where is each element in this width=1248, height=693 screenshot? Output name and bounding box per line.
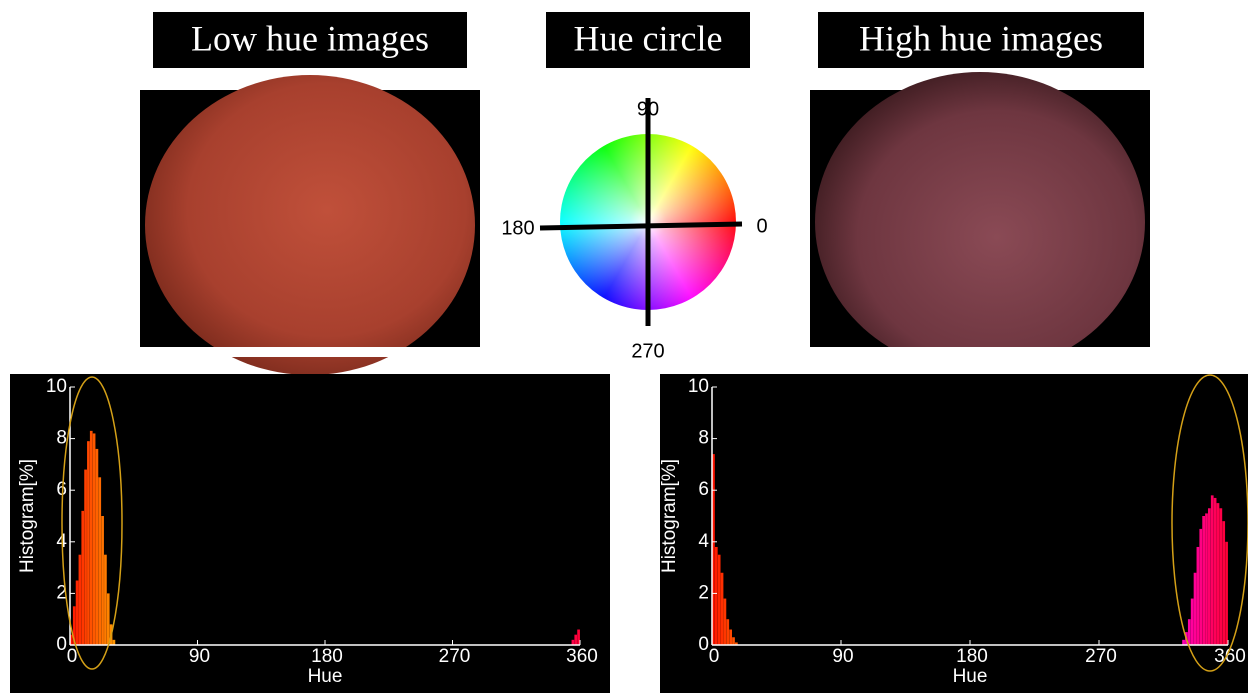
bar <box>718 555 721 645</box>
bar <box>96 449 99 645</box>
y-axis-label: Histogram[%] <box>659 459 680 573</box>
bar <box>1191 599 1194 645</box>
photo-content <box>815 72 1145 372</box>
y-tick-label: 0 <box>56 634 67 655</box>
x-tick-label: 180 <box>956 646 988 667</box>
angle-label: 90 <box>637 98 659 120</box>
x-tick-label: 270 <box>1085 646 1117 667</box>
bar <box>721 573 724 645</box>
title: Hue circle <box>574 18 723 58</box>
title: High hue images <box>859 18 1103 58</box>
page: Low hue images Hue circle High hue image… <box>0 0 1248 693</box>
bar <box>93 433 96 645</box>
angle-label: 180 <box>501 217 534 239</box>
bar <box>98 477 101 645</box>
bar <box>1199 529 1202 645</box>
bar <box>101 516 104 645</box>
figure: Low hue images Hue circle High hue image… <box>0 0 1248 693</box>
x-tick-label: 0 <box>709 646 720 667</box>
bar <box>87 441 90 645</box>
bar <box>1194 573 1197 645</box>
angle-label: 0 <box>756 215 767 237</box>
y-tick-label: 8 <box>698 428 709 449</box>
y-tick-label: 8 <box>56 428 67 449</box>
bar <box>76 581 79 646</box>
bar <box>572 640 575 645</box>
axis-line <box>540 224 742 228</box>
bar <box>1217 503 1220 645</box>
bar <box>113 640 116 645</box>
bar <box>107 593 110 645</box>
bar <box>724 599 727 645</box>
x-tick-label: 0 <box>67 646 78 667</box>
bar <box>1202 516 1205 645</box>
bar <box>715 547 718 645</box>
bar <box>1182 640 1185 645</box>
x-axis-label: Hue <box>953 666 988 687</box>
x-tick-label: 180 <box>311 646 343 667</box>
title: Low hue images <box>191 18 429 58</box>
bar <box>1211 495 1214 645</box>
y-tick-label: 4 <box>698 531 709 552</box>
photo-mask <box>810 347 1150 377</box>
x-tick-label: 360 <box>566 646 598 667</box>
y-tick-label: 10 <box>46 376 67 397</box>
y-axis-label: Histogram[%] <box>17 459 38 573</box>
bar <box>90 431 93 645</box>
bar <box>1197 547 1200 645</box>
photo-content <box>145 75 475 375</box>
x-tick-label: 90 <box>189 646 210 667</box>
bar <box>79 555 82 645</box>
y-tick-label: 2 <box>698 582 709 603</box>
y-tick-label: 10 <box>688 376 709 397</box>
bar <box>729 630 732 645</box>
photo-mask <box>140 347 480 357</box>
bar <box>104 555 107 645</box>
x-tick-label: 270 <box>439 646 471 667</box>
bar <box>1188 619 1191 645</box>
y-tick-label: 0 <box>698 634 709 655</box>
bar <box>81 511 84 645</box>
bar <box>84 470 87 645</box>
y-tick-label: 6 <box>698 479 709 500</box>
bar <box>574 635 577 645</box>
bar <box>1205 513 1208 645</box>
bar <box>1219 508 1222 645</box>
bar <box>1208 508 1211 645</box>
bar <box>732 637 735 645</box>
x-tick-label: 90 <box>832 646 853 667</box>
x-axis-label: Hue <box>308 666 343 687</box>
bar <box>726 619 729 645</box>
bar <box>1222 521 1225 645</box>
angle-label: 270 <box>631 340 664 362</box>
bar <box>1214 498 1217 645</box>
bar <box>1225 542 1228 645</box>
